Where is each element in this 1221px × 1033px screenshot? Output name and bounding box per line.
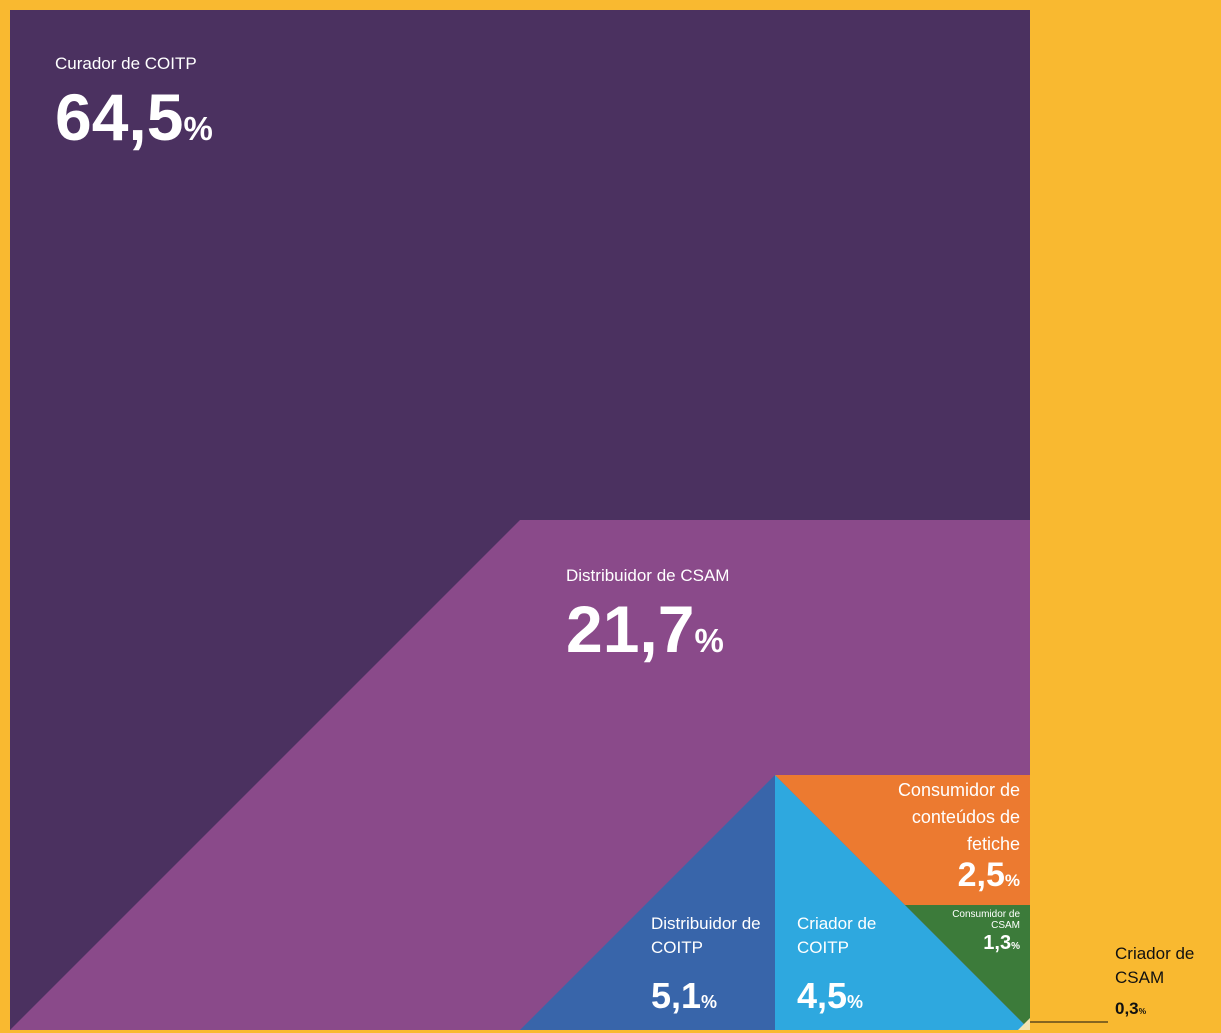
category-label: Distribuidor de COITP	[651, 914, 761, 957]
category-label: Consumidor de conteúdos de fetiche	[897, 780, 1020, 854]
value-label: 4,5%	[797, 975, 864, 1016]
segment	[905, 905, 1030, 1030]
value-label: 21,7%	[566, 592, 724, 666]
category-label: Criador de CSAM	[1115, 944, 1195, 987]
segment-label: Distribuidor de CSAM 21,7%	[566, 564, 866, 662]
value-label: 1,3%	[983, 932, 1020, 954]
segment	[1018, 1018, 1030, 1030]
segment-label: Criador de COITP 4,5%	[797, 912, 897, 1014]
category-label: Criador de COITP	[797, 914, 877, 957]
value-label: 5,1%	[651, 975, 718, 1016]
value-label: 2,5%	[957, 856, 1020, 894]
segment-label: Curador de COITP 64,5%	[55, 52, 355, 150]
value-label: 64,5%	[55, 80, 213, 154]
category-label: Curador de COITP	[55, 54, 197, 73]
category-label: Consumidor de CSAM	[952, 909, 1020, 931]
segment	[775, 775, 1030, 905]
segment-label: Distribuidor de COITP 5,1%	[651, 912, 776, 1014]
segment-label: Criador de CSAM 0,3%	[1115, 942, 1215, 1017]
category-label: Distribuidor de CSAM	[566, 566, 730, 585]
segment	[520, 775, 775, 1030]
value-label: 0,3%	[1115, 999, 1147, 1018]
segment-label: Consumidor de conteúdos de fetiche 2,5%	[870, 777, 1020, 892]
segment-label: Consumidor de CSAM 1,3%	[940, 909, 1020, 953]
